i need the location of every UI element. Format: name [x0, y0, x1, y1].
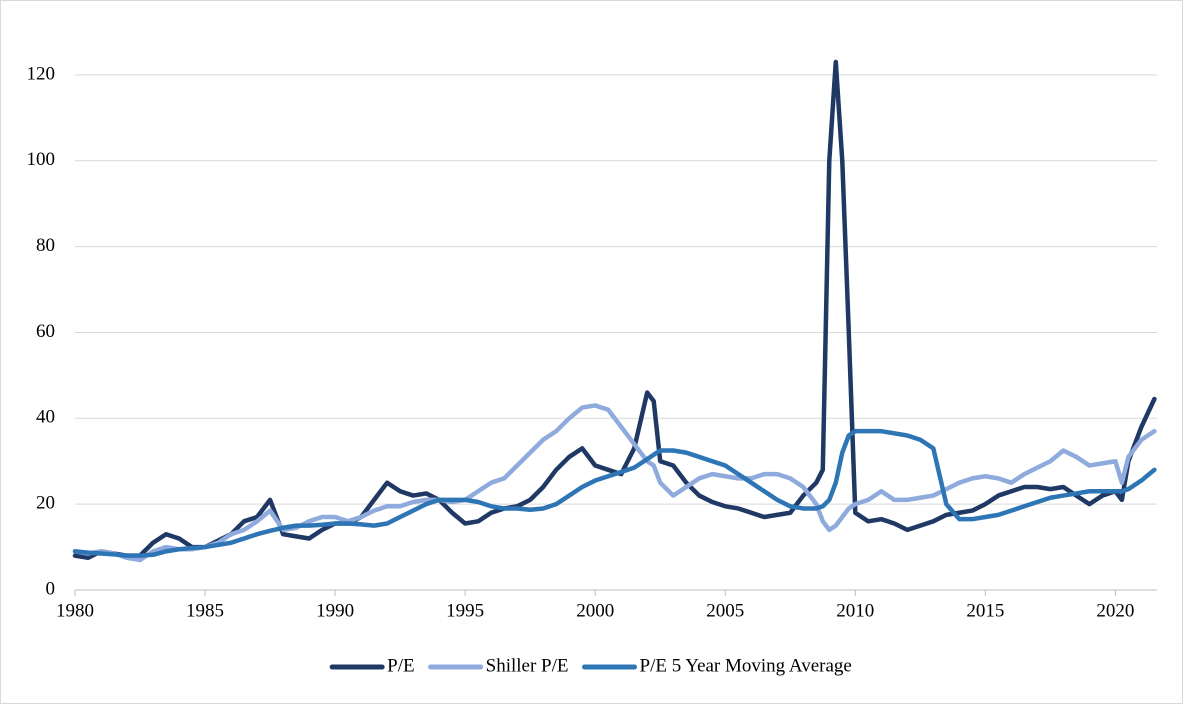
x-tick-label: 2020: [1096, 600, 1134, 621]
y-tick-label: 20: [36, 493, 55, 514]
legend-label: Shiller P/E: [486, 655, 569, 676]
x-tick-label: 1990: [316, 600, 354, 621]
y-tick-label: 80: [36, 235, 55, 256]
data-line: [72, 428, 1157, 558]
y-tick-label: 0: [46, 578, 56, 599]
x-tick-label: 1985: [186, 600, 224, 621]
y-tick-label: 40: [36, 407, 55, 428]
y-tick-label: 120: [27, 63, 56, 84]
x-tick-label: 1980: [56, 600, 94, 621]
data-line: [72, 59, 1157, 561]
legend: P/E Shiller P/E P/E 5 Year Moving Average: [329, 655, 852, 676]
x-tick-label: 1995: [446, 600, 484, 621]
legend-label: P/E: [387, 655, 414, 676]
x-tick-label: 2005: [706, 600, 744, 621]
y-tick-label: 60: [36, 321, 55, 342]
x-tick-label: 2010: [836, 600, 874, 621]
x-tick-label: 2015: [966, 600, 1004, 621]
y-tick-label: 100: [27, 149, 56, 170]
x-tick-label: 2000: [576, 600, 614, 621]
legend-label: P/E 5 Year Moving Average: [640, 655, 852, 676]
